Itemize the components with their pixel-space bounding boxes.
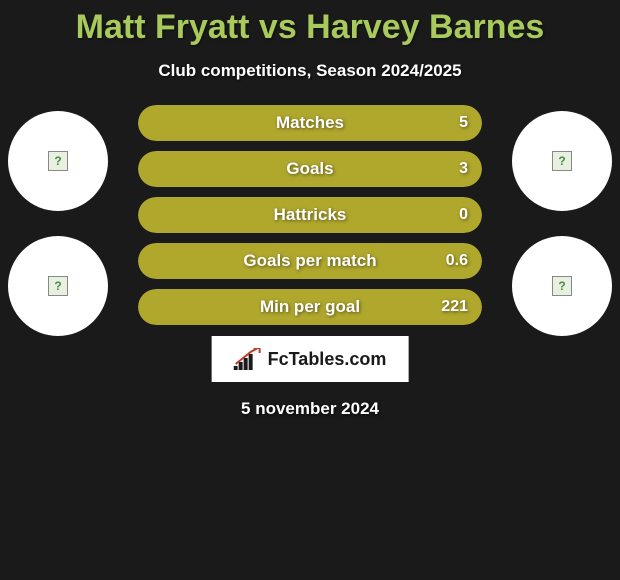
stat-label: Goals per match xyxy=(243,251,376,271)
broken-image-icon xyxy=(48,276,68,296)
stat-label: Goals xyxy=(286,159,333,179)
player-avatar-1 xyxy=(8,111,108,211)
stat-value: 0.6 xyxy=(446,252,468,270)
stat-bar: Min per goal 221 xyxy=(138,289,482,325)
broken-image-icon xyxy=(552,276,572,296)
stat-label: Min per goal xyxy=(260,297,360,317)
fctables-logo-icon xyxy=(234,348,262,370)
stat-bar: Goals per match 0.6 xyxy=(138,243,482,279)
page-title: Matt Fryatt vs Harvey Barnes xyxy=(0,0,620,47)
broken-image-icon xyxy=(552,151,572,171)
stat-label: Hattricks xyxy=(274,205,347,225)
broken-image-icon xyxy=(48,151,68,171)
stat-bar: Hattricks 0 xyxy=(138,197,482,233)
stat-value: 5 xyxy=(459,114,468,132)
stat-label: Matches xyxy=(276,113,344,133)
club-avatar-1 xyxy=(8,236,108,336)
club-avatar-2 xyxy=(512,236,612,336)
player-avatar-2 xyxy=(512,111,612,211)
subtitle: Club competitions, Season 2024/2025 xyxy=(0,61,620,81)
stat-bar: Goals 3 xyxy=(138,151,482,187)
logo-badge: FcTables.com xyxy=(212,336,409,382)
stat-value: 3 xyxy=(459,160,468,178)
stat-bar: Matches 5 xyxy=(138,105,482,141)
stat-value: 221 xyxy=(441,298,468,316)
stats-container: Matches 5 Goals 3 Hattricks 0 Goals per match 0… xyxy=(138,105,482,335)
date-label: 5 november 2024 xyxy=(241,399,379,419)
logo-text: FcTables.com xyxy=(268,349,387,370)
stat-value: 0 xyxy=(459,206,468,224)
